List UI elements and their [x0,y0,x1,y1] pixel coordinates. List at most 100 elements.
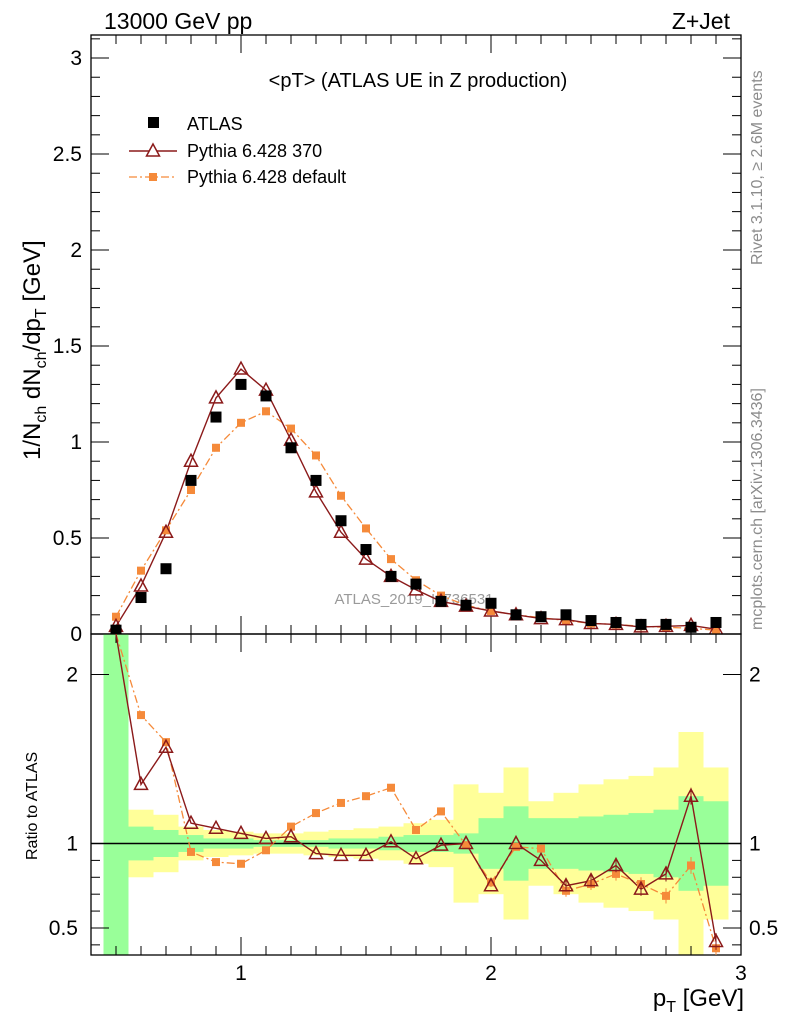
ratio-370-point [558,877,574,892]
atlas-point [560,609,572,621]
ratio-default-point [612,869,620,878]
ratio-370-point [183,814,199,829]
ratio-default-point [662,891,670,900]
atlas-point [235,378,247,390]
ratio-y-tick-label-right: 1 [749,832,761,855]
atlas-point [210,411,222,423]
ratio-default-point [262,846,270,855]
pythia-default-point [187,486,195,495]
ratio-370-point [383,833,399,848]
legend-atlas-marker [148,117,159,128]
x-tick-label: 3 [735,962,747,985]
pythia-default-point [487,606,495,615]
rivet-label: Rivet 3.1.10, ≥ 2.6M events [749,70,766,265]
pythia-370-point [483,602,499,617]
ratio-370-point [408,850,424,865]
ratio-370-point [233,824,249,840]
atlas-point [660,618,672,630]
pythia-370-point [358,550,374,565]
ratio-370-point [608,856,624,872]
x-axis-label: pT [GeV] [653,985,744,1016]
ratio-370-point [358,846,374,862]
ratio-default-point [287,822,295,831]
ratio-370-point [708,932,724,948]
atlas-point [610,616,622,628]
ratio-default-point [412,825,420,834]
pythia-default-point [137,566,145,575]
pythia-370-point [708,620,724,634]
atlas-point [160,563,172,575]
ratio-default-point [337,798,345,807]
ratio-default-point [487,878,495,887]
main-panel: 0 0.5 1 1.5 2 2.5 3 <pT> (ATLAS UE in Z product… [53,34,742,646]
pythia-default-point [362,524,370,533]
pythia-370-point [133,577,149,592]
pythia-default-point [262,407,270,416]
ratio-default-point [187,847,195,856]
atlas-point [285,442,297,454]
ratio-370-point [133,775,149,791]
ratio-370-point [533,851,549,867]
ratio-default-point [362,792,370,801]
ratio-y-tick-label-right: 0.5 [749,917,778,940]
legend: ATLAS Pythia 6.428 370 Pythia 6.428 defaul… [129,114,346,187]
ratio-panel: 1 2 30.5 0.51 12 2 [49,633,778,985]
atlas-point [685,621,697,633]
pythia-370-point [333,523,349,538]
y-axis-label-main: 1/Nch dNch/dpT [GeV] [19,240,50,460]
atlas-point [460,599,472,611]
y-tick-label: 3 [70,47,82,70]
ratio-default-point [312,809,320,818]
ratio-370-point [658,865,674,880]
pythia-default-point [112,612,120,621]
atlas-point [510,609,522,621]
atlas-point [485,597,497,609]
pythia-370-line [115,368,717,630]
ratio-default-point [212,858,220,867]
ratio-y-tick-label-right: 2 [749,664,761,687]
ratio-default-point [437,807,445,816]
atlas-point [410,578,422,590]
atlas-point [635,618,647,630]
chart-title: <pT> (ATLAS UE in Z production) [269,70,568,92]
y-tick-label: 0 [70,623,82,646]
pythia-default-point [237,418,245,427]
main-data [108,360,724,634]
ratio-default-point [537,844,545,853]
y-tick-label: 0.5 [53,527,82,550]
ratio-370-point [508,834,524,850]
pythia-370-point [208,389,224,404]
pythia-default-point [312,451,320,460]
atlas-point [110,624,122,634]
ratio-default-point [387,783,395,792]
atlas-point [260,390,272,402]
ratio-y-tick-label: 2 [66,664,78,687]
atlas-point [135,592,147,604]
y-tick-label: 1 [70,431,82,454]
atlas-point [585,615,597,627]
pythia-370-point [308,483,324,498]
pythia-default-point [337,491,345,500]
ratio-y-tick-label: 1 [66,832,78,855]
pythia-370-point [158,523,174,538]
ratio-370-point [208,819,224,835]
ratio-default-point [237,859,245,868]
energy-label: 13000 GeV pp [104,8,252,34]
ratio-370-point [458,834,474,850]
ratio-default-point [137,711,145,720]
pythia-default-point [562,616,570,625]
stat-band [103,634,129,955]
pythia-default-point [712,626,720,634]
x-tick-label: 1 [235,962,247,985]
ratio-y-tick-label: 0.5 [49,917,78,940]
ratio-370-point [333,846,349,862]
ratio-370-point [158,738,174,753]
pythia-default-point [212,443,220,452]
atlas-point [360,544,372,556]
ratio-370-point [433,836,449,851]
ratio-370-point [308,845,324,860]
process-label: Z+Jet [672,8,731,34]
atlas-point [335,515,347,527]
pythia-default-point [162,526,170,535]
